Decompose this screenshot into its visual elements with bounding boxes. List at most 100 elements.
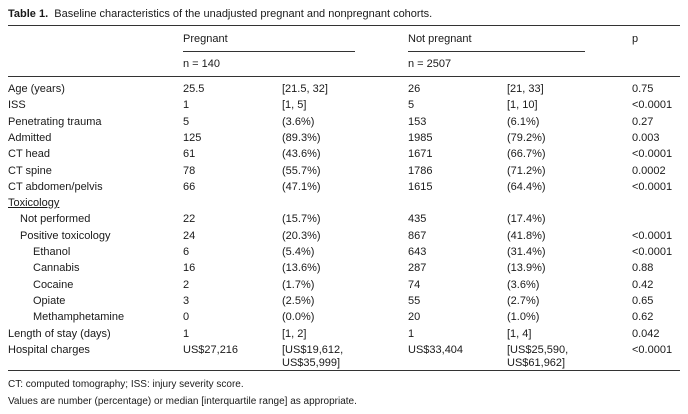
table-cell-p: <0.0001 — [632, 148, 673, 161]
table-cell-v3: 643 — [408, 246, 427, 258]
table-cell-v3: 74 — [408, 278, 421, 291]
table-cell-v1: US$27,216 — [183, 343, 239, 356]
table-cell-v4: (2.7%) — [507, 294, 540, 307]
table-cell-v3: 1671 — [408, 148, 433, 161]
table-cell-v4: [1, 4] — [507, 327, 532, 340]
table-cell-v1: 24 — [183, 229, 196, 242]
table-cell-v2: [US$19,612, — [282, 343, 344, 356]
table-cell-v2: (15.7%) — [282, 213, 321, 226]
table-cell-p: 0.62 — [632, 311, 654, 324]
header-pregnant: Pregnant — [183, 33, 228, 45]
table-cell-v4: [21, 33] — [507, 83, 544, 95]
table-cell-p: <0.0001 — [632, 180, 673, 193]
table-cell-v4b: US$61,962] — [507, 356, 566, 369]
header-p: p — [632, 33, 639, 45]
table-row-label: Admitted — [8, 131, 52, 144]
table-cell-v4: (71.2%) — [507, 164, 546, 177]
header-not-pregnant: Not pregnant — [408, 33, 472, 45]
table-cell-p: 0.75 — [632, 83, 654, 95]
table-cell-v2: (43.6%) — [282, 148, 321, 161]
table-bottom-rule — [8, 370, 680, 371]
table-cell-v2: (13.6%) — [282, 262, 321, 275]
table-cell-v2: (3.6%) — [282, 115, 315, 128]
table-cell-v2: (0.0%) — [282, 311, 315, 324]
table-row-label: ISS — [8, 99, 26, 112]
table-cell-v1: 125 — [183, 131, 202, 144]
table-row-label: Length of stay (days) — [8, 327, 111, 340]
table-cell-p: 0.0002 — [632, 164, 666, 177]
table-cell-v2: (20.3%) — [282, 229, 321, 242]
table-cell-p: 0.003 — [632, 131, 660, 144]
table-cell-v1: 3 — [183, 294, 190, 307]
table-cell-v3: 5 — [408, 99, 415, 112]
table-cell-p: <0.0001 — [632, 229, 673, 242]
table-row-label: Toxicology — [8, 197, 60, 210]
table-row-label: Opiate — [33, 294, 66, 307]
table-cell-v4: (17.4%) — [507, 213, 546, 226]
table-cell-p: 0.88 — [632, 262, 654, 275]
table-cell-v4: (66.7%) — [507, 148, 546, 161]
table-cell-v3: 867 — [408, 229, 427, 242]
table-row-label: Hospital charges — [8, 343, 90, 356]
table-cell-v4: (31.4%) — [507, 246, 546, 258]
table-row-label: Cocaine — [33, 278, 74, 291]
table-cell-v2: (1.7%) — [282, 278, 315, 291]
table-cell-v1: 66 — [183, 180, 196, 193]
table-row-label: Cannabis — [33, 262, 80, 275]
table-cell-v2: (55.7%) — [282, 164, 321, 177]
footnote-values: Values are number (percentage) or median… — [8, 396, 357, 407]
table-cell-v2: (89.3%) — [282, 131, 321, 144]
table-cell-v1: 25.5 — [183, 83, 205, 95]
table-cell-v3: US$33,404 — [408, 343, 464, 356]
table-cell-v1: 2 — [183, 278, 190, 291]
table-cell-p: <0.0001 — [632, 246, 673, 258]
table-cell-v3: 1615 — [408, 180, 433, 193]
table-top-rule — [8, 25, 680, 26]
table-cell-p: <0.0001 — [632, 99, 673, 112]
table-cell-v4: (79.2%) — [507, 131, 546, 144]
table-cell-v1: 78 — [183, 164, 196, 177]
table-cell-v4: (13.9%) — [507, 262, 546, 275]
pregnant-header-rule — [183, 51, 355, 52]
table-row-label: CT head — [8, 148, 50, 161]
table-cell-v1: 1 — [183, 99, 190, 112]
table-cell-v3: 153 — [408, 115, 427, 128]
table-row-label: CT abdomen/pelvis — [8, 180, 103, 193]
table-cell-v3: 1985 — [408, 131, 433, 144]
table-caption: Table 1. Baseline characteristics of the… — [8, 8, 432, 20]
not-pregnant-header-rule — [408, 51, 585, 52]
footnote-abbreviations: CT: computed tomography; ISS: injury sev… — [8, 379, 244, 390]
table-cell-v2: (47.1%) — [282, 180, 321, 193]
table-cell-v3: 435 — [408, 213, 427, 226]
table-cell-v1: 6 — [183, 246, 190, 258]
table-cell-p: 0.42 — [632, 278, 654, 291]
header-not-pregnant-n: n = 2507 — [408, 58, 452, 70]
table-cell-v1: 5 — [183, 115, 190, 128]
table-cell-v2b: US$35,999] — [282, 356, 341, 369]
table-cell-v4: [US$25,590, — [507, 343, 569, 356]
table-cell-v3: 1 — [408, 327, 415, 340]
table-cell-v1: 16 — [183, 262, 196, 275]
table-cell-v2: [1, 2] — [282, 327, 307, 340]
table-cell-v4: (41.8%) — [507, 229, 546, 242]
table-cell-v1: 1 — [183, 327, 190, 340]
table-cell-v2: (2.5%) — [282, 294, 315, 307]
table-cell-v2: [1, 5] — [282, 99, 307, 112]
table-cell-v4: (6.1%) — [507, 115, 540, 128]
table-caption-label: Table 1. — [8, 8, 49, 20]
table-row-label: Positive toxicology — [20, 229, 111, 242]
table-cell-v3: 1786 — [408, 164, 433, 177]
table-cell-v1: 61 — [183, 148, 196, 161]
table-cell-v2: [21.5, 32] — [282, 83, 328, 95]
table-cell-v4: (1.0%) — [507, 311, 540, 324]
table-cell-p: 0.65 — [632, 294, 654, 307]
table-cell-p: 0.27 — [632, 115, 654, 128]
header-pregnant-n: n = 140 — [183, 58, 221, 70]
table-cell-p: <0.0001 — [632, 343, 673, 356]
table-caption-text: Baseline characteristics of the unadjust… — [54, 8, 433, 20]
table-row-label: CT spine — [8, 164, 52, 177]
table-cell-v3: 26 — [408, 83, 421, 95]
table-row-label: Ethanol — [33, 246, 71, 258]
table-cell-v2: (5.4%) — [282, 246, 315, 258]
table-cell-v4: (64.4%) — [507, 180, 546, 193]
